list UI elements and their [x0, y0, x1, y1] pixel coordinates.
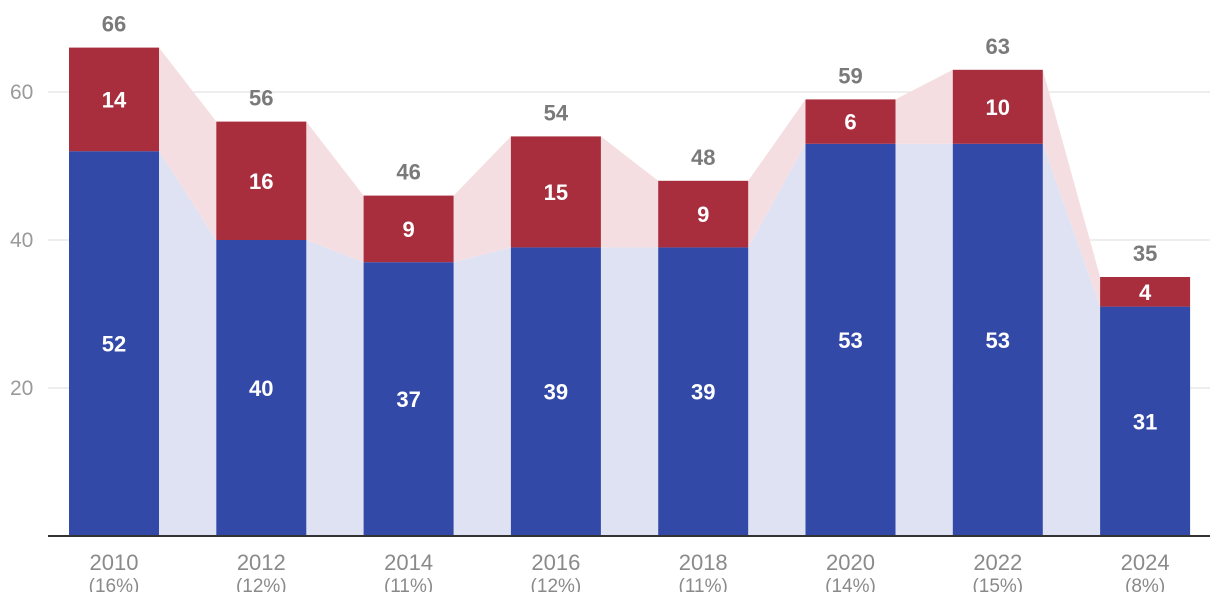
bar-segment-series-1 — [363, 262, 454, 536]
data-label-series-2: 14 — [102, 87, 127, 112]
bar-segment-series-1 — [805, 143, 896, 537]
total-label: 59 — [838, 63, 862, 88]
connector-band-series-2 — [453, 136, 511, 263]
data-label-series-1: 39 — [691, 380, 715, 405]
y-tick-label: 60 — [10, 81, 33, 104]
connector-band-series-1 — [895, 143, 953, 537]
connector-band-series-1 — [453, 247, 511, 536]
total-label: 54 — [544, 100, 569, 125]
total-label: 56 — [249, 86, 273, 111]
bar-segment-series-2 — [69, 47, 159, 152]
y-tick-label: 20 — [10, 377, 33, 400]
connector-band-series-1 — [159, 151, 217, 536]
x-tick-sublabel: (12%) — [531, 576, 582, 592]
bar-segment-series-1 — [658, 247, 749, 536]
x-tick-label: 2014 — [384, 550, 433, 575]
x-tick-sublabel: (14%) — [825, 576, 876, 592]
bar-segment-series-2 — [216, 121, 307, 240]
bar-segment-series-2 — [952, 69, 1043, 144]
connector-band-series-2 — [159, 47, 217, 240]
total-label: 46 — [396, 160, 420, 185]
x-tick-label: 2012 — [237, 550, 286, 575]
x-tick-label: 2020 — [826, 550, 875, 575]
bar-segment-series-1 — [216, 240, 307, 536]
data-label-series-2: 9 — [402, 217, 414, 242]
connector-band-series-1 — [600, 247, 659, 536]
data-label-series-1: 53 — [986, 328, 1010, 353]
x-tick-label: 2022 — [973, 550, 1022, 575]
data-label-series-1: 40 — [249, 376, 273, 401]
data-label-series-2: 6 — [844, 110, 856, 135]
y-tick-label: 40 — [10, 229, 33, 252]
bar-segment-series-1 — [1100, 306, 1191, 536]
x-tick-label: 2016 — [531, 550, 580, 575]
x-tick-sublabel: (12%) — [236, 576, 287, 592]
bar-segment-series-2 — [510, 136, 601, 248]
x-tick-label: 2024 — [1121, 550, 1170, 575]
connector-band-series-2 — [748, 99, 806, 248]
connector-band-series-2 — [600, 136, 659, 248]
x-tick-sublabel: (8%) — [1125, 576, 1165, 592]
connector-band-series-2 — [895, 69, 953, 144]
data-label-series-1: 37 — [396, 387, 420, 412]
total-label: 48 — [691, 145, 715, 170]
data-label-series-1: 52 — [102, 332, 126, 357]
bar-segment-series-2 — [658, 180, 749, 248]
bar-segment-series-2 — [805, 99, 896, 144]
data-label-series-2: 15 — [544, 180, 568, 205]
bar-segment-series-2 — [1100, 277, 1191, 307]
connector-band-series-1 — [306, 240, 364, 536]
x-tick-label: 2018 — [679, 550, 728, 575]
data-label-series-2: 16 — [249, 169, 273, 194]
x-tick-label: 2010 — [90, 550, 139, 575]
data-label-series-2: 10 — [986, 95, 1010, 120]
total-label: 35 — [1133, 241, 1157, 266]
data-label-series-2: 4 — [1139, 280, 1152, 305]
connector-band-series-1 — [1042, 143, 1101, 537]
bar-segment-series-1 — [510, 247, 601, 536]
data-label-series-1: 53 — [838, 328, 862, 353]
bar-segment-series-1 — [952, 143, 1043, 537]
data-label-series-1: 39 — [544, 380, 568, 405]
x-tick-sublabel: (11%) — [679, 576, 728, 592]
x-tick-sublabel: (11%) — [384, 576, 433, 592]
connector-band-series-1 — [748, 143, 806, 537]
x-tick-sublabel: (16%) — [89, 576, 140, 592]
data-label-series-2: 9 — [697, 202, 709, 227]
bar-segment-series-1 — [69, 151, 159, 536]
data-label-series-1: 31 — [1133, 409, 1157, 434]
x-tick-sublabel: (15%) — [972, 576, 1023, 592]
connector-band-series-2 — [1042, 69, 1101, 307]
total-label: 66 — [102, 12, 126, 37]
total-label: 63 — [986, 34, 1010, 59]
bar-segment-series-2 — [363, 195, 454, 263]
connector-band-series-2 — [306, 121, 364, 263]
